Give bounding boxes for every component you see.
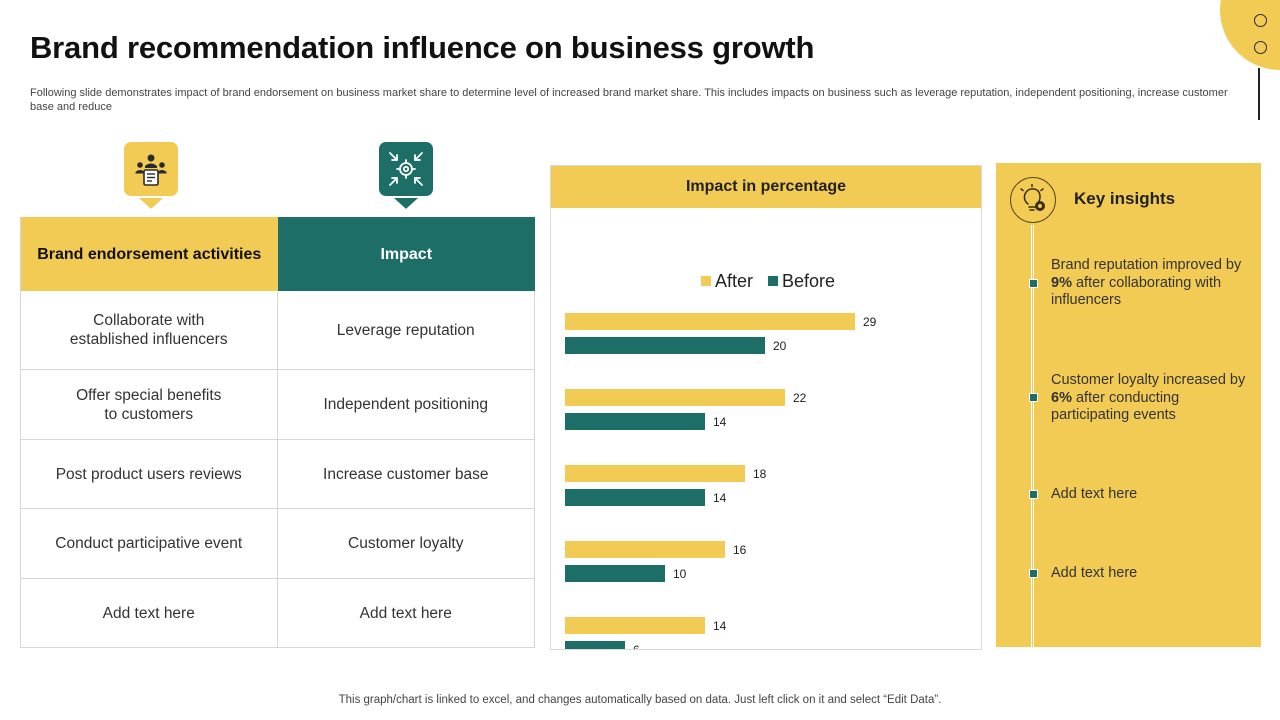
chart-header: Impact in percentage xyxy=(551,166,981,208)
chevron-down-icon xyxy=(139,198,163,211)
bar-before xyxy=(565,565,665,582)
bar-value-label: 14 xyxy=(713,491,727,505)
table-row: Add text here Add text here xyxy=(20,579,535,648)
insight-highlight: 6% xyxy=(1051,389,1072,406)
corner-divider xyxy=(1258,68,1260,120)
bar-after xyxy=(565,465,745,482)
table-header-row: Brand endorsement activities Impact xyxy=(20,217,535,291)
insight-text: Brand reputation improved by xyxy=(1051,257,1242,273)
table-cell-impact: Increase customer base xyxy=(277,440,535,509)
key-insights-panel: Key insights Brand reputation improved b… xyxy=(996,163,1261,647)
bar-value-label: 10 xyxy=(673,567,687,581)
insight-bullet xyxy=(1029,490,1038,499)
table-row: Offer special benefits to customers Inde… xyxy=(20,370,535,440)
insight-text: after collaborating with influencers xyxy=(1051,274,1222,309)
table-header-impact: Impact xyxy=(277,217,535,291)
insight-text: after conducting participating events xyxy=(1051,389,1180,424)
bar-value-label: 18 xyxy=(753,467,767,481)
bar-after xyxy=(565,389,785,406)
insight-item: Customer loyalty increased by 6% after c… xyxy=(1051,372,1246,425)
bar-before xyxy=(565,489,705,506)
bar-value-label: 29 xyxy=(863,315,877,329)
table-cell-impact: Independent positioning xyxy=(277,370,535,440)
table-cell-activity: Conduct participative event xyxy=(20,509,278,579)
table-cell-impact: Leverage reputation xyxy=(277,291,535,370)
lightbulb-gear-icon xyxy=(1010,177,1056,223)
key-insights-title: Key insights xyxy=(1074,189,1176,208)
legend-swatch-after xyxy=(701,276,711,286)
bar-value-label: 16 xyxy=(733,543,747,557)
corner-ring-icon xyxy=(1254,14,1267,27)
timeline-line xyxy=(1031,225,1034,647)
insight-text: Add text here xyxy=(1051,486,1138,502)
table-row: Collaborate with established influencers… xyxy=(20,291,535,370)
table-cell-activity: Add text here xyxy=(20,579,278,648)
endorsement-table: Brand endorsement activities Impact Coll… xyxy=(20,217,535,648)
table-cell-activity: Collaborate with established influencers xyxy=(20,291,278,370)
insight-item: Brand reputation improved by 9% after co… xyxy=(1051,257,1246,310)
table-header-activities: Brand endorsement activities xyxy=(20,217,278,291)
team-report-icon xyxy=(124,142,178,196)
table-cell-activity: Post product users reviews xyxy=(20,440,278,509)
legend-label-after: After xyxy=(715,271,753,291)
insight-bullet xyxy=(1029,279,1038,288)
impact-chart-panel: Impact in percentage After Before 29 20 22 14… xyxy=(550,165,982,658)
chevron-down-icon xyxy=(394,198,418,211)
bar-after xyxy=(565,541,725,558)
bar-value-label: 20 xyxy=(773,339,787,353)
bar-value-label: 22 xyxy=(793,391,807,405)
insight-text: Add text here xyxy=(1051,565,1138,581)
legend-swatch-before xyxy=(768,276,778,286)
insight-bullet xyxy=(1029,569,1038,578)
table-cell-impact: Add text here xyxy=(277,579,535,648)
bar-value-label: 6 xyxy=(633,643,640,649)
legend-label-before: Before xyxy=(782,271,835,291)
insight-item: Add text here xyxy=(1051,486,1246,504)
page-title: Brand recommendation influence on busine… xyxy=(30,30,815,65)
bar-value-label: 14 xyxy=(713,619,727,633)
bar-before xyxy=(565,337,765,354)
insight-highlight: 9% xyxy=(1051,274,1072,291)
table-row: Conduct participative event Customer loy… xyxy=(20,509,535,579)
bar-after xyxy=(565,313,855,330)
bar-after xyxy=(565,617,705,634)
corner-decoration xyxy=(1220,0,1280,70)
footer-note: This graph/chart is linked to excel, and… xyxy=(338,694,942,706)
insight-item: Add text here xyxy=(1051,565,1246,583)
bar-value-label: 14 xyxy=(713,415,727,429)
table-row: Post product users reviews Increase cust… xyxy=(20,440,535,509)
bar-before xyxy=(565,413,705,430)
insight-text: Customer loyalty increased by xyxy=(1051,372,1246,388)
table-cell-impact: Customer loyalty xyxy=(277,509,535,579)
impact-bar-chart: After Before 29 20 22 14 18 14 16 10 14 6 xyxy=(565,271,877,658)
bar-before xyxy=(565,641,625,658)
gear-arrows-icon xyxy=(379,142,433,196)
insight-bullet xyxy=(1029,393,1038,402)
table-cell-activity: Offer special benefits to customers xyxy=(20,370,278,440)
corner-ring-icon xyxy=(1254,41,1267,54)
page-subtitle: Following slide demonstrates impact of b… xyxy=(30,87,1228,113)
